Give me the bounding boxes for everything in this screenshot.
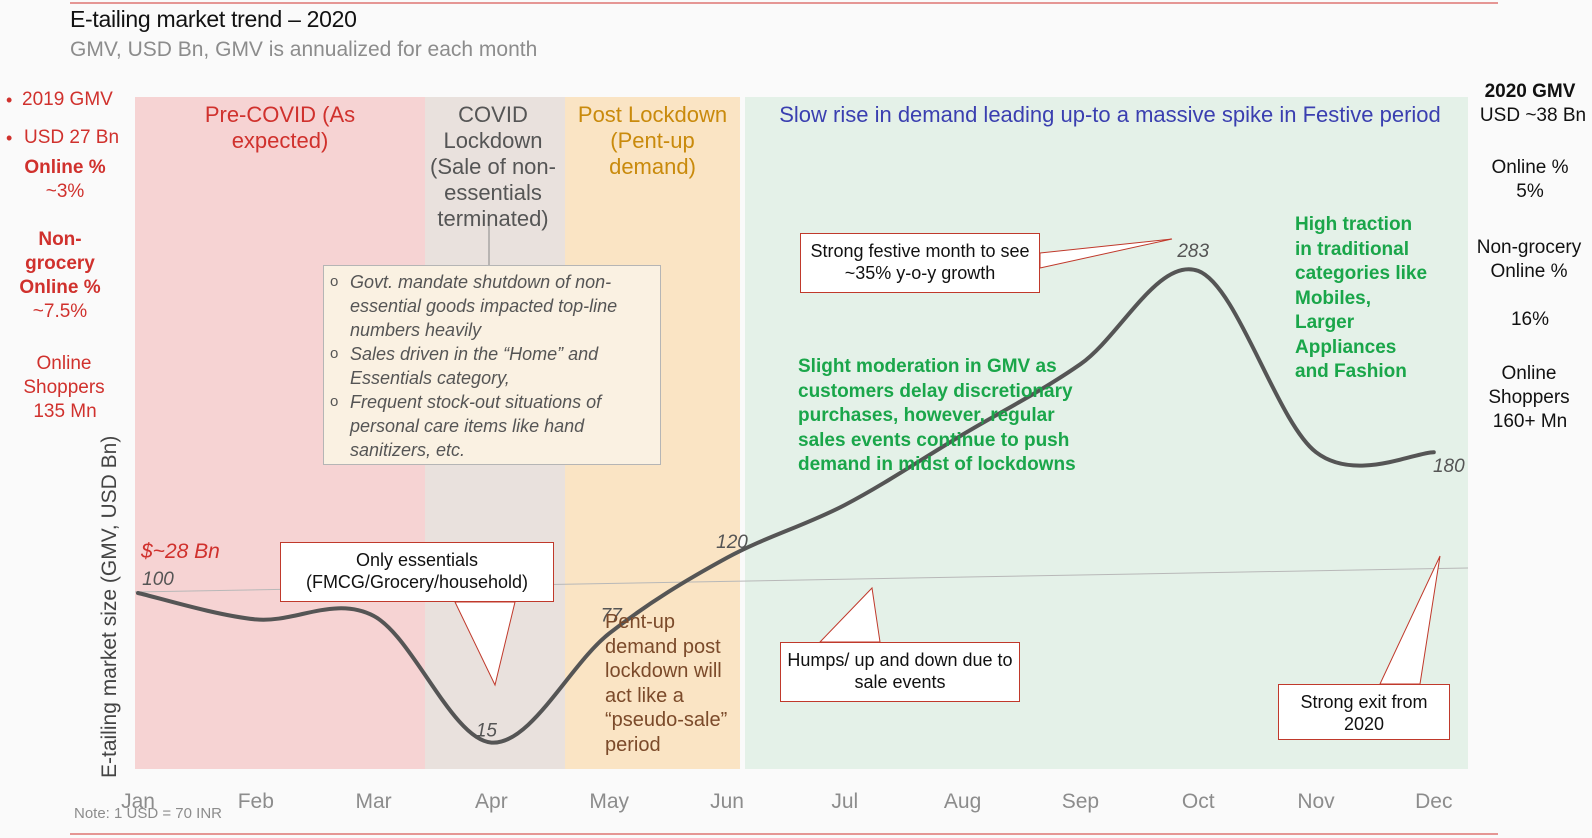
x-tick-label: Nov bbox=[1297, 790, 1335, 813]
band-label-covid: COVID Lockdown (Sale of non-essentials t… bbox=[430, 102, 556, 231]
data-point-labels: 100 15 77 120 283 180 bbox=[142, 241, 1465, 742]
left-nongrocery-value: ~7.5% bbox=[32, 301, 88, 322]
right-gmv-label: 2020 GMV bbox=[1484, 81, 1576, 102]
right-shoppers-value: 160+ Mn bbox=[1492, 411, 1568, 432]
traction-note: High traction in traditional categories … bbox=[1295, 214, 1428, 382]
right-online-label: Online % bbox=[1491, 157, 1569, 178]
data-point-label: 77 bbox=[601, 605, 624, 626]
callout-pointers bbox=[454, 238, 1441, 687]
x-tick-label: Dec bbox=[1415, 790, 1452, 813]
left-shoppers-value: 135 Mn bbox=[33, 401, 97, 422]
covid-bullet: Sales driven in the “Home” and Essential… bbox=[330, 342, 652, 390]
x-tick-label: Jan bbox=[121, 790, 155, 813]
left-gmv-label: 2019 GMV bbox=[22, 89, 113, 110]
y-axis-label: E-tailing market size (GMV, USD Bn) bbox=[98, 435, 121, 778]
data-point-label: 120 bbox=[716, 532, 748, 553]
chart-title: E-tailing market trend – 2020 bbox=[70, 6, 357, 32]
x-tick-label: Apr bbox=[475, 790, 508, 813]
data-point-label: 100 bbox=[142, 569, 174, 590]
bullet-icon: • bbox=[6, 128, 13, 148]
bullet-icon: • bbox=[6, 90, 13, 110]
pointer-only-essentials bbox=[454, 601, 516, 687]
right-nongrocery-value: 16% bbox=[1510, 309, 1550, 330]
x-tick-label: May bbox=[589, 790, 629, 813]
right-gmv-value: USD ~38 Bn bbox=[1479, 105, 1587, 126]
data-point-label: 180 bbox=[1433, 456, 1465, 477]
right-nongrocery-label: Non-grocery Online % bbox=[1476, 237, 1582, 282]
band-label-precovid: Pre-COVID (As expected) bbox=[204, 102, 356, 153]
x-tick-label: Jul bbox=[831, 790, 858, 813]
left-nongrocery-label: Non-grocery Online % bbox=[19, 229, 101, 298]
left-shoppers-label: Online Shoppers bbox=[23, 353, 105, 398]
right-online-value: 5% bbox=[1516, 181, 1544, 202]
pointer-festive bbox=[1039, 238, 1173, 269]
left-online-label: Online % bbox=[24, 157, 106, 178]
x-tick-label: Mar bbox=[356, 790, 392, 813]
right-shoppers-label: Online Shoppers bbox=[1488, 363, 1570, 408]
x-tick-label: Feb bbox=[238, 790, 274, 813]
x-axis-ticks: Jan Feb Mar Apr May Jun Jul Aug Sep Oct Nov Dec bbox=[121, 790, 1452, 813]
callout-festive-growth: Strong festive month to see ~35% y-o-y g… bbox=[800, 233, 1040, 293]
moderation-note: Slight moderation in GMV as customers de… bbox=[798, 356, 1076, 475]
footnote: Note: 1 USD = 70 INR bbox=[74, 805, 222, 822]
covid-impact-box: Govt. mandate shutdown of non-essential … bbox=[323, 265, 661, 465]
chart-subtitle: GMV, USD Bn, GMV is annualized for each … bbox=[70, 38, 538, 61]
callout-only-essentials: Only essentials (FMCG/Grocery/household) bbox=[280, 542, 554, 602]
covid-bullet: Frequent stock-out situations of persona… bbox=[330, 390, 652, 462]
pentup-note: Pent-up demand post lockdown will act li… bbox=[605, 611, 728, 756]
x-tick-label: Sep bbox=[1062, 790, 1099, 813]
left-online-value: ~3% bbox=[45, 181, 85, 202]
x-tick-label: Jun bbox=[710, 790, 744, 813]
data-point-label: 283 bbox=[1176, 241, 1209, 262]
covid-bullet: Govt. mandate shutdown of non-essential … bbox=[330, 270, 652, 342]
baseline-label: $~28 Bn bbox=[141, 540, 220, 563]
band-label-slow-rise: Slow rise in demand leading up-to a mass… bbox=[779, 102, 1441, 127]
data-point-label: 15 bbox=[476, 721, 498, 742]
left-gmv-value: USD 27 Bn bbox=[24, 127, 120, 148]
callout-strong-exit: Strong exit from 2020 bbox=[1278, 684, 1450, 740]
x-tick-label: Oct bbox=[1182, 790, 1215, 813]
band-label-post-lockdown: Post Lockdown (Pent-up demand) bbox=[577, 102, 728, 179]
callout-humps: Humps/ up and down due to sale events bbox=[780, 642, 1020, 702]
x-tick-label: Aug bbox=[944, 790, 981, 813]
gmv-trend-line bbox=[136, 267, 1436, 745]
